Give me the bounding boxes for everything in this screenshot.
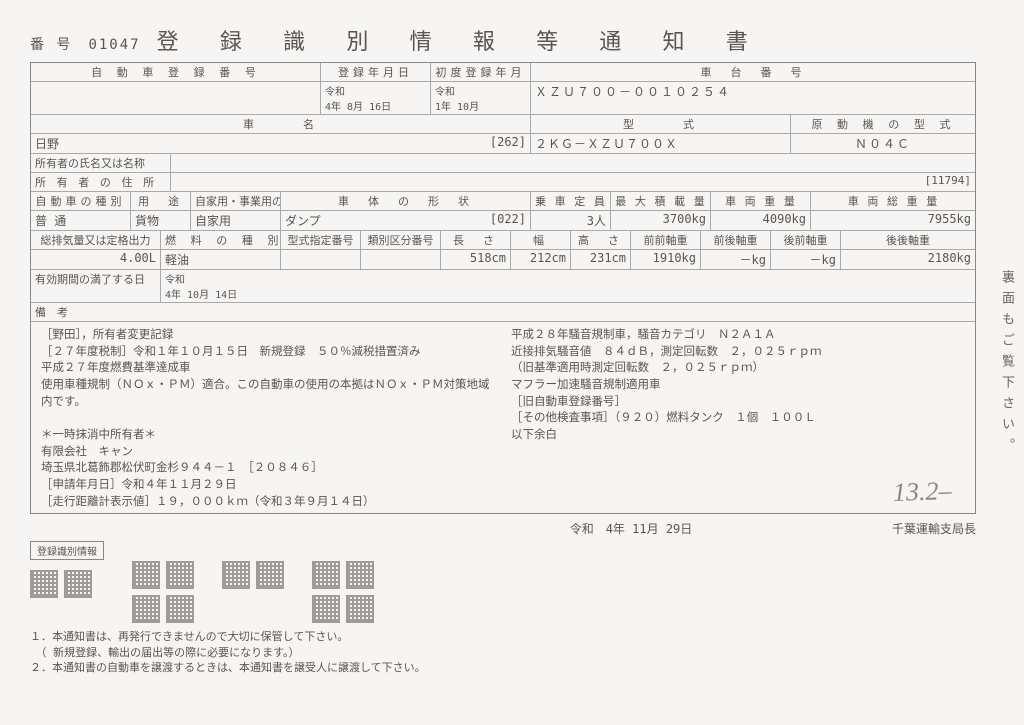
side-vertical-text: 裏面もご覧下さい。 — [997, 270, 1016, 459]
label-gross: 車 両 総 重 量 — [811, 192, 975, 210]
label-engine: 原 動 機 の 型 式 — [791, 115, 975, 133]
value-ff: 1910kg — [631, 250, 701, 269]
issue-date: 令和 4年 11月 29日 — [570, 520, 693, 537]
label-ff: 前前軸重 — [631, 231, 701, 249]
qr-icon — [166, 595, 194, 623]
label-fuel: 燃 料 の 種 別 — [161, 231, 281, 249]
value-desig — [281, 250, 361, 269]
label-reg-date: 登録年月日 — [321, 63, 431, 81]
label-priv: 自家用・事業用の別 — [191, 192, 281, 210]
label-make: 車 名 — [31, 115, 531, 133]
issuer: 千葉運輸支局長 — [892, 520, 976, 537]
label-capacity: 乗 車 定 員 — [531, 192, 611, 210]
value-height: 231cm — [571, 250, 631, 269]
handwritten-note: 13.2– — [892, 476, 952, 508]
qr-icon — [30, 570, 58, 598]
qr-icon — [346, 561, 374, 589]
value-weight: 4090kg — [711, 211, 811, 230]
label-type: 型 式 — [531, 115, 791, 133]
qr-icon — [256, 561, 284, 589]
label-fr: 前後軸重 — [701, 231, 771, 249]
label-length: 長 さ — [441, 231, 511, 249]
value-reg-no — [31, 82, 321, 114]
label-remarks: 備 考 — [31, 303, 91, 321]
label-height: 高 さ — [571, 231, 631, 249]
value-make: 日野 [262] — [31, 134, 531, 153]
value-first-reg: 令和1年 10月 — [431, 82, 531, 114]
value-rf: －kg — [771, 250, 841, 269]
qr-icon — [312, 561, 340, 589]
doc-number: 01047 — [88, 37, 140, 53]
value-gross: 7955kg — [811, 211, 975, 230]
label-load: 最 大 積 載 量 — [611, 192, 711, 210]
document-title: 登 録 識 別 情 報 等 通 知 書 — [157, 24, 762, 56]
qr-icon — [166, 561, 194, 589]
value-load: 3700kg — [611, 211, 711, 230]
qr-region: 登録識別情報 — [30, 541, 994, 623]
label-expiry: 有効期間の満了する日 — [31, 270, 161, 302]
value-type: ２ＫＧ－ＸＺＵ７００Ｘ — [531, 134, 791, 153]
value-use: 貨物 — [131, 211, 191, 230]
label-first-reg: 初度登録年月 — [431, 63, 531, 81]
label-use: 用 途 — [131, 192, 191, 210]
qr-icon — [132, 561, 160, 589]
value-rr: 2180kg — [841, 250, 975, 269]
value-fr: －kg — [701, 250, 771, 269]
footer-notes: １．本通知書は、再発行できませんので大切に保管して下さい。 （ 新規登録、輸出の… — [30, 629, 994, 675]
label-reg-no: 自 動 車 登 録 番 号 — [31, 63, 321, 81]
value-priv: 自家用 — [191, 211, 281, 230]
label-weight: 車 両 重 量 — [711, 192, 811, 210]
value-owner-addr: [11794] — [171, 173, 975, 191]
label-desig: 型式指定番号 — [281, 231, 361, 249]
registration-form: 自 動 車 登 録 番 号 登録年月日 初度登録年月 車 台 番 号 令和4年 … — [30, 62, 976, 514]
label-rf: 後前軸重 — [771, 231, 841, 249]
label-owner-addr: 所 有 者 の 住 所 — [31, 173, 171, 191]
value-disp: 4.00L — [31, 250, 161, 269]
remarks-left: ［野田］，所有者変更記録［２７年度税制］令和１年１０月１５日 新規登録 ５０％減… — [31, 322, 501, 513]
value-owner-name — [171, 154, 975, 172]
label-owner-name: 所有者の氏名又は名称 — [31, 154, 171, 172]
value-expiry: 令和4年 10月 14日 — [161, 270, 975, 302]
value-reg-date: 令和4年 8月 16日 — [321, 82, 431, 114]
value-fuel: 軽油 — [161, 250, 281, 269]
value-class: 普 通 — [31, 211, 131, 230]
label-width: 幅 — [511, 231, 571, 249]
label-chassis: 車 台 番 号 — [531, 63, 975, 81]
label-body: 車 体 の 形 状 — [281, 192, 531, 210]
label-rr: 後後軸重 — [841, 231, 975, 249]
value-body: ダンプ[022] — [281, 211, 531, 230]
value-width: 212cm — [511, 250, 571, 269]
label-class: 自動車の種別 — [31, 192, 131, 210]
qr-icon — [132, 595, 160, 623]
qr-icon — [312, 595, 340, 623]
remarks-block: ［野田］，所有者変更記録［２７年度税制］令和１年１０月１５日 新規登録 ５０％減… — [31, 322, 975, 513]
qr-icon — [346, 595, 374, 623]
qr-icon — [64, 570, 92, 598]
value-engine: Ｎ０４Ｃ — [791, 134, 975, 153]
qr-label: 登録識別情報 — [30, 541, 104, 560]
value-length: 518cm — [441, 250, 511, 269]
label-cat: 類別区分番号 — [361, 231, 441, 249]
value-cat — [361, 250, 441, 269]
doc-number-label: 番 号 — [30, 34, 72, 54]
value-capacity: 3人 — [531, 211, 611, 230]
value-chassis: ＸＺＵ７００－００１０２５４ — [531, 82, 975, 114]
label-disp: 総排気量又は定格出力 — [31, 231, 161, 249]
qr-icon — [222, 561, 250, 589]
